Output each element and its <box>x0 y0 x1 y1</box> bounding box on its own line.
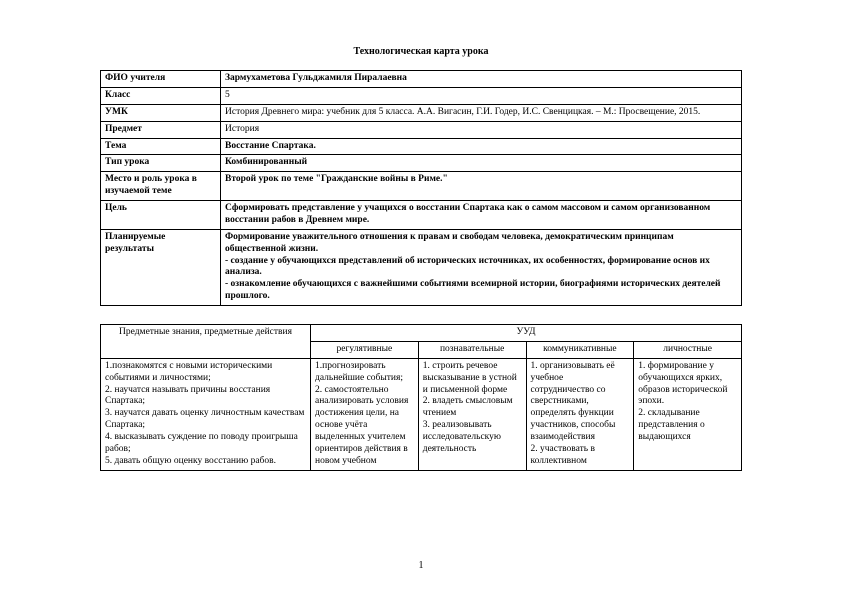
uud-cell-reg: 1.прогнозировать дальнейшие события;2. с… <box>311 358 419 470</box>
info-label: Класс <box>101 87 221 104</box>
document-page: Технологическая карта урока ФИО учителяЗ… <box>0 0 842 471</box>
info-label: Место и роль урока в изучаемой теме <box>101 172 221 201</box>
info-value: Зармухаметова Гульджамиля Пиралаевна <box>221 71 742 88</box>
uud-cell-pers: 1. формирование у обучающихся ярких, обр… <box>634 358 742 470</box>
page-number: 1 <box>0 560 842 571</box>
info-value: Комбинированный <box>221 155 742 172</box>
document-title: Технологическая карта урока <box>100 45 742 58</box>
info-value: Второй урок по теме "Гражданские войны в… <box>221 172 742 201</box>
uud-cell-subject: 1.познакомятся с новыми историческими со… <box>101 358 311 470</box>
info-label: ФИО учителя <box>101 71 221 88</box>
uud-header-cog: познавательные <box>418 341 526 358</box>
info-value: Восстание Спартака. <box>221 138 742 155</box>
info-label: Предмет <box>101 121 221 138</box>
spacer <box>100 306 742 324</box>
uud-header-pers: личностные <box>634 341 742 358</box>
info-value: Формирование уважительного отношения к п… <box>221 229 742 305</box>
uud-table: Предметные знания, предметные действия У… <box>100 324 742 471</box>
info-label: Тема <box>101 138 221 155</box>
info-value: История <box>221 121 742 138</box>
info-label: Тип урока <box>101 155 221 172</box>
info-label: УМК <box>101 104 221 121</box>
uud-header-subject: Предметные знания, предметные действия <box>101 325 311 359</box>
uud-header-group: УУД <box>311 325 742 342</box>
uud-header-comm: коммуникативные <box>526 341 634 358</box>
uud-cell-cog: 1. строить речевое высказывание в устной… <box>418 358 526 470</box>
uud-header-reg: регулятивные <box>311 341 419 358</box>
uud-cell-comm: 1. организовывать её учебное сотрудничес… <box>526 358 634 470</box>
info-value: Сформировать представление у учащихся о … <box>221 201 742 230</box>
info-value: 5 <box>221 87 742 104</box>
info-label: Цель <box>101 201 221 230</box>
info-value: История Древнего мира: учебник для 5 кла… <box>221 104 742 121</box>
info-label: Планируемые результаты <box>101 229 221 305</box>
info-table: ФИО учителяЗармухаметова Гульджамиля Пир… <box>100 70 742 306</box>
